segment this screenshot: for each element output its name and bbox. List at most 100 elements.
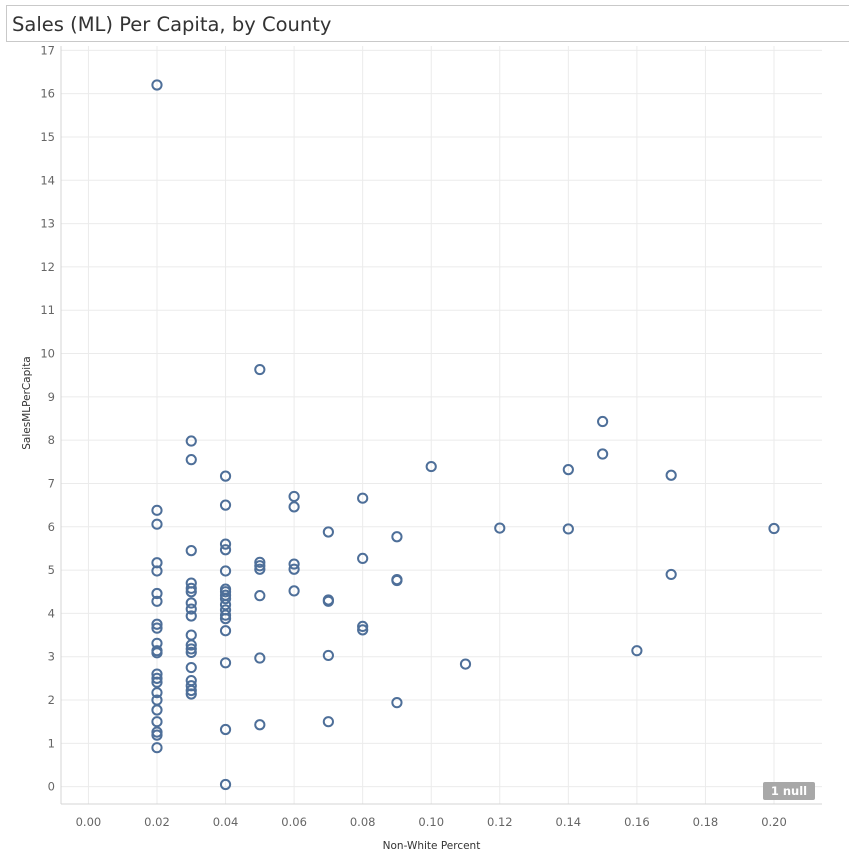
x-tick-label: 0.16 (624, 815, 650, 829)
data-point (185, 646, 197, 659)
data-point (322, 595, 334, 607)
data-point (254, 363, 266, 376)
data-point (357, 620, 369, 633)
y-tick-label: 14 (40, 173, 55, 187)
null-badge[interactable]: 1 null (763, 782, 815, 800)
data-point (151, 716, 163, 728)
data-point (391, 574, 403, 587)
y-tick-label: 15 (40, 130, 55, 144)
data-point (219, 544, 232, 556)
x-axis-title: Non-White Percent (383, 840, 481, 852)
y-tick-label: 7 (48, 476, 55, 490)
data-point (288, 563, 300, 575)
data-point (185, 582, 197, 594)
y-tick-label: 17 (40, 43, 55, 57)
y-tick-label: 13 (40, 217, 55, 231)
data-point (185, 688, 197, 700)
data-point (185, 629, 197, 641)
chart-title: Sales (ML) Per Capita, by County (12, 13, 332, 36)
data-point (597, 448, 609, 460)
data-point (357, 552, 369, 565)
x-tick-label: 0.08 (350, 815, 376, 829)
data-point (322, 649, 334, 662)
data-point (151, 672, 163, 684)
data-point (151, 742, 163, 754)
data-point (459, 658, 472, 670)
y-tick-label: 5 (48, 563, 55, 577)
data-point (562, 523, 574, 535)
data-point (219, 657, 232, 669)
data-point (185, 435, 197, 447)
data-point (151, 622, 163, 634)
x-tick-label: 0.04 (213, 815, 239, 829)
y-tick-label: 6 (48, 520, 55, 534)
data-point (151, 595, 163, 607)
data-point (185, 610, 197, 622)
data-point (597, 415, 609, 428)
data-point (151, 687, 163, 699)
data-point (288, 585, 300, 597)
data-point (665, 469, 677, 481)
data-point (219, 565, 232, 577)
y-tick-label: 3 (48, 650, 55, 664)
y-tick-label: 16 (40, 87, 55, 101)
data-point (151, 587, 163, 600)
data-point (219, 499, 232, 511)
data-point (185, 586, 197, 598)
data-point (631, 645, 643, 657)
y-tick-label: 12 (40, 260, 55, 274)
data-point (151, 704, 163, 716)
data-point (288, 558, 300, 570)
y-axis-title: SalesMLPerCapita (21, 356, 33, 450)
data-point (151, 79, 163, 91)
data-point (185, 684, 197, 697)
data-point (219, 538, 232, 550)
x-tick-label: 0.18 (693, 815, 719, 829)
data-point (254, 556, 266, 568)
data-point (185, 545, 197, 557)
y-tick-label: 2 (48, 693, 55, 707)
x-tick-label: 0.12 (487, 815, 513, 829)
data-point (185, 454, 197, 466)
data-point (219, 586, 232, 598)
data-point (254, 719, 266, 731)
data-point (288, 501, 300, 513)
data-point (219, 470, 232, 482)
data-point (254, 590, 266, 602)
data-point (185, 643, 197, 655)
data-point (219, 609, 232, 621)
data-point (185, 639, 197, 651)
data-point (254, 560, 266, 572)
data-point (185, 603, 197, 615)
data-point (322, 716, 334, 728)
data-point (185, 661, 197, 674)
data-point (151, 676, 163, 688)
y-tick-label: 4 (48, 606, 55, 620)
chart-title-box: Sales (ML) Per Capita, by County (6, 5, 849, 42)
x-tick-label: 0.06 (281, 815, 307, 829)
data-point (494, 522, 506, 534)
data-point (151, 729, 163, 741)
data-point (219, 723, 232, 736)
x-tick-label: 0.10 (418, 815, 444, 829)
y-tick-label: 8 (48, 433, 55, 447)
y-tick-label: 11 (40, 303, 55, 317)
x-tick-label: 0.00 (76, 815, 102, 829)
data-point (185, 597, 197, 609)
data-point (562, 464, 574, 476)
data-point (425, 460, 437, 473)
data-point (254, 563, 266, 575)
x-tick-label: 0.02 (144, 815, 170, 829)
data-point (665, 568, 677, 581)
data-point (219, 778, 232, 791)
data-point (357, 492, 369, 504)
x-tick-label: 0.14 (556, 815, 582, 829)
data-point (288, 490, 300, 503)
data-point (391, 697, 403, 709)
data-point (357, 624, 369, 636)
data-point (151, 518, 163, 530)
data-point (219, 593, 232, 605)
x-tick-label: 0.20 (761, 815, 787, 829)
data-point (151, 647, 163, 659)
